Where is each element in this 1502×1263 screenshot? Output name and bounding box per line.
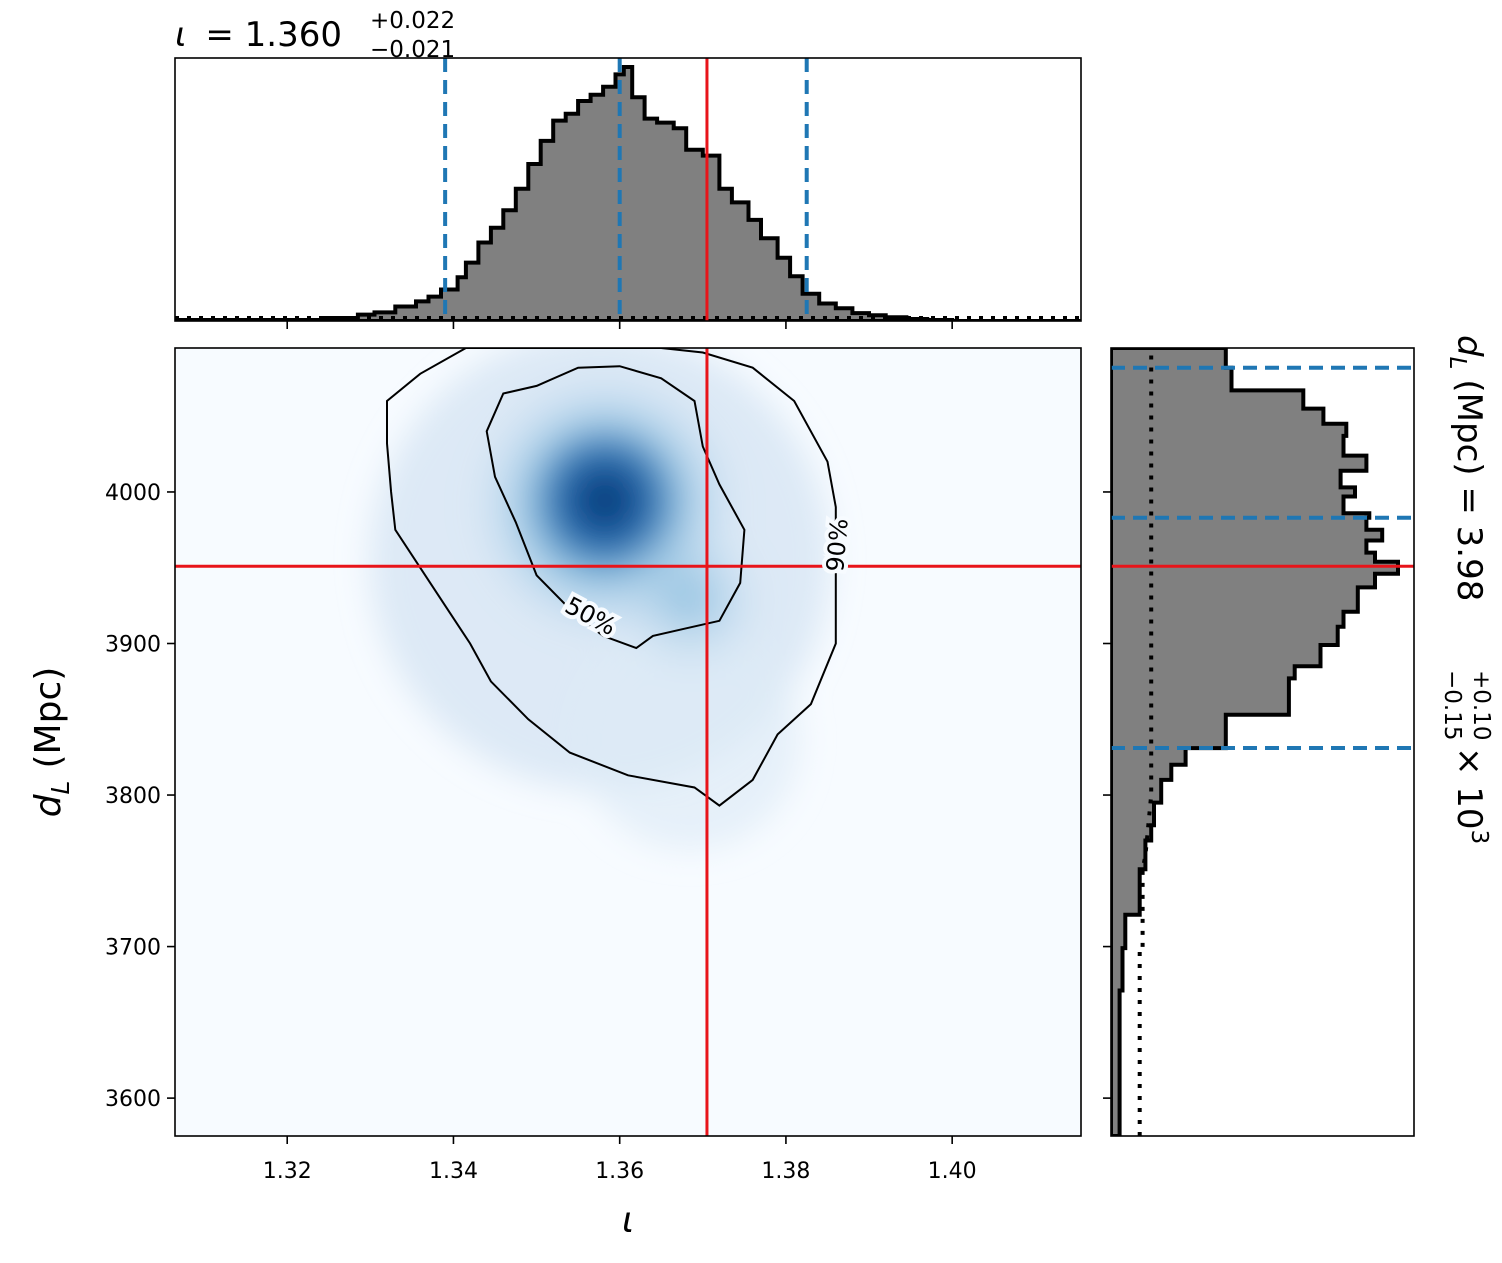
y-axis-label-sub: L [46, 781, 75, 795]
top-title-plus: +0.022 [370, 8, 455, 34]
x-axis-label: ι [622, 1200, 634, 1241]
y-axis-label: dL (Mpc) [28, 667, 75, 818]
right-title-minus: −0.15 [1439, 670, 1465, 740]
right-histogram [1111, 348, 1400, 1136]
top-title-minus: −0.021 [370, 37, 455, 63]
x-tick-label: 1.40 [928, 1159, 977, 1184]
joint-frame [174, 347, 1082, 1137]
right-title-plus: +0.10 [1468, 670, 1494, 740]
top-title: ι = 1.360 [175, 15, 342, 55]
right-title-sub: L [1444, 357, 1470, 370]
y-tick-label: 3800 [105, 784, 161, 809]
right-y-ticks [1103, 491, 1111, 1099]
x-tick-label: 1.36 [595, 1159, 644, 1184]
y-tick-label: 3900 [105, 633, 161, 658]
right-histogram-outline [1111, 348, 1400, 1136]
joint-truth-lines [175, 348, 1081, 1136]
top-title-value: = 1.360 [205, 15, 342, 55]
svg-text:× 103: × 103 [1449, 747, 1492, 844]
right-marginal-panel [1103, 347, 1415, 1137]
top-marginal-panel [174, 57, 1082, 329]
y-tick-label: 4000 [105, 481, 161, 506]
right-histogram-fill [1111, 348, 1398, 1136]
y-tick-label: 3600 [105, 1087, 161, 1112]
x-tick-label: 1.32 [263, 1159, 312, 1184]
joint-panel: 50% 90% 1.32 1.34 1.36 1.38 1.40 36003700380… [105, 347, 1082, 1184]
right-frame [1110, 347, 1415, 1137]
right-title-value: (Mpc) = 3.98 [1449, 379, 1489, 601]
top-title-symbol: ι [175, 15, 187, 55]
density-tail [580, 630, 800, 850]
y-axis-label-unit: (Mpc) [28, 667, 69, 769]
top-x-ticks [286, 321, 953, 329]
y-axis-label-symbol: d [28, 793, 69, 817]
joint-x-axis: 1.32 1.34 1.36 1.38 1.40 [263, 1136, 977, 1184]
y-tick-label: 3700 [105, 936, 161, 961]
contour-50 [485, 365, 746, 650]
contour-90 [386, 348, 837, 807]
right-title-symbol: d [1449, 335, 1489, 357]
top-histogram-fill [175, 67, 1081, 321]
x-tick-label: 1.34 [429, 1159, 478, 1184]
svg-text:dL(Mpc) = 3.98: dL (Mpc) = 3.98 [1444, 335, 1489, 601]
contour-label-90: 90% [821, 517, 854, 573]
right-reference-dotted [1137, 348, 1154, 1136]
top-frame [174, 57, 1082, 322]
density-core [525, 420, 685, 580]
right-title-exp: 3 [1466, 830, 1492, 845]
x-tick-label: 1.38 [761, 1159, 810, 1184]
right-title: dL (Mpc) = 3.98 +0.10 −0.15 × 103 [1439, 335, 1494, 844]
credible-contours [386, 348, 837, 807]
density-heatmap [370, 348, 830, 850]
right-overlay-lines [1111, 365, 1414, 751]
joint-y-axis: 3600 3700 3800 3900 4000 [105, 481, 175, 1112]
right-title-mult: × 10 [1449, 747, 1489, 830]
top-histogram-outline [175, 65, 1081, 321]
svg-text:dL(Mpc): dL (Mpc) [28, 667, 75, 818]
top-histogram [175, 58, 1081, 321]
